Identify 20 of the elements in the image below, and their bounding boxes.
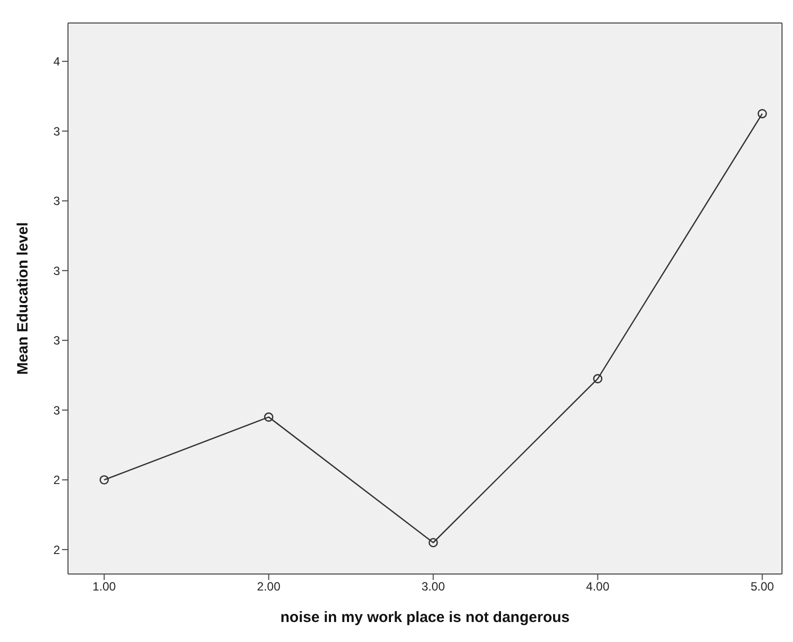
- x-tick-label: 5.00: [750, 580, 774, 594]
- y-tick-label: 3: [53, 194, 60, 208]
- y-axis-title: Mean Education level: [14, 222, 32, 375]
- y-tick-label: 3: [53, 334, 60, 348]
- x-tick-label: 1.00: [92, 580, 116, 594]
- x-tick-label: 3.00: [422, 580, 446, 594]
- point: [100, 475, 109, 484]
- y-tick-label: 2: [53, 473, 60, 488]
- point: [264, 412, 274, 422]
- point: [593, 374, 602, 384]
- x-axis-title: noise in my work place is not dangerous: [280, 609, 570, 626]
- x-tick-label: 4.00: [586, 580, 610, 594]
- point: [428, 538, 438, 548]
- point: [758, 109, 767, 118]
- y-tick-label: 3: [53, 264, 60, 278]
- y-tick-label: 3: [53, 403, 60, 418]
- y-tick-label: 3: [53, 124, 60, 138]
- y-tick-label: 2: [53, 542, 60, 557]
- x-tick-label: 2.00: [257, 580, 281, 594]
- y-tick-label: 4: [53, 54, 60, 69]
